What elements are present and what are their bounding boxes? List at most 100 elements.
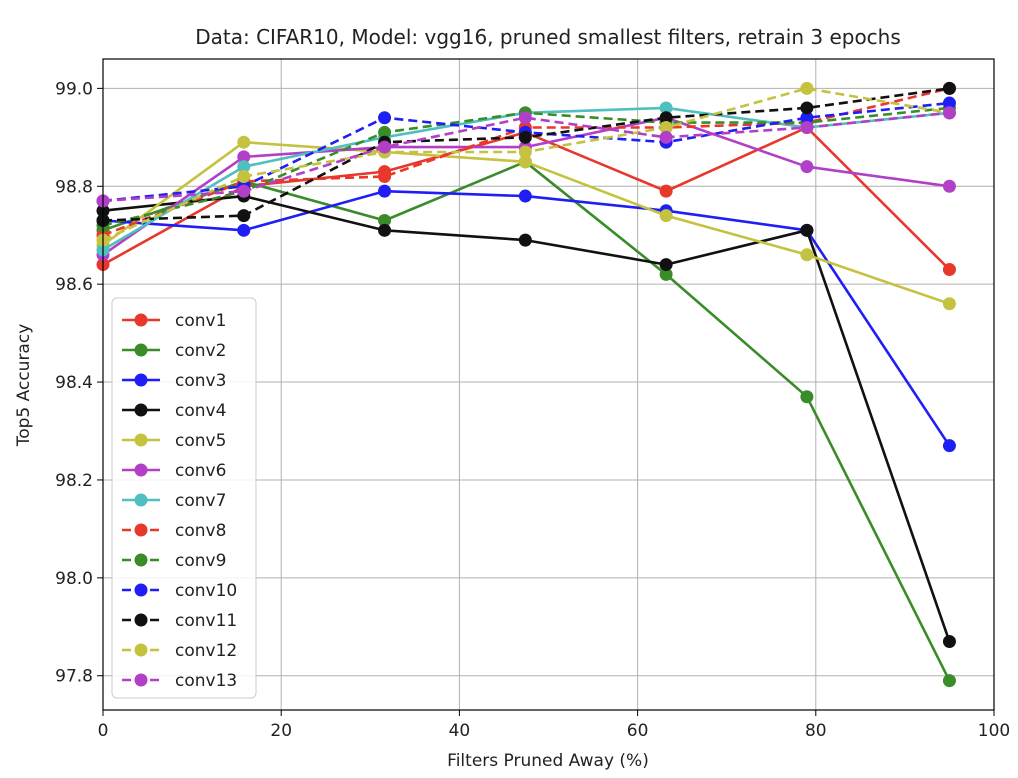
series-layer: [96, 81, 956, 688]
data-point-conv11: [800, 101, 814, 115]
data-point-conv13: [378, 140, 392, 154]
data-point-conv13: [942, 106, 956, 120]
data-point-conv13: [237, 184, 251, 198]
data-point-conv5: [518, 155, 532, 169]
data-point-conv4: [800, 223, 814, 237]
legend-label: conv6: [175, 461, 226, 481]
legend-item-conv13: conv13: [122, 671, 237, 691]
x-tick-label: 80: [805, 721, 827, 741]
x-tick-label: 100: [978, 721, 1010, 741]
legend-item-conv10: conv10: [122, 581, 237, 601]
legend-item-conv9: conv9: [122, 551, 226, 571]
data-point-conv4: [942, 634, 956, 648]
data-point-conv13: [659, 130, 673, 144]
legend-marker: [134, 613, 148, 627]
legend-marker: [134, 553, 148, 567]
x-tick-label: 40: [449, 721, 471, 741]
legend-marker: [134, 403, 148, 417]
data-point-conv2: [378, 214, 392, 228]
y-tick-label: 98.0: [55, 569, 93, 589]
legend-marker: [134, 523, 148, 537]
x-tick-label: 0: [98, 721, 109, 741]
data-point-conv5: [800, 248, 814, 262]
data-point-conv7: [237, 160, 251, 174]
legend-marker: [134, 343, 148, 357]
x-tick-label: 60: [627, 721, 649, 741]
legend-item-conv5: conv5: [122, 431, 226, 451]
data-point-conv3: [942, 439, 956, 453]
data-point-conv5: [659, 209, 673, 223]
legend-marker: [134, 643, 148, 657]
y-tick-label: 97.8: [55, 667, 93, 687]
data-point-conv12: [237, 169, 251, 183]
legend-label: conv12: [175, 641, 237, 661]
data-point-conv12: [518, 145, 532, 159]
data-point-conv12: [659, 121, 673, 135]
legend-item-conv6: conv6: [122, 461, 226, 481]
legend-label: conv4: [175, 401, 226, 421]
data-point-conv6: [237, 150, 251, 164]
legend-label: conv9: [175, 551, 226, 571]
data-point-conv11: [659, 111, 673, 125]
data-point-conv1: [659, 184, 673, 198]
y-tick-label: 98.6: [55, 275, 93, 295]
data-point-conv11: [237, 209, 251, 223]
y-tick-label: 98.8: [55, 177, 93, 197]
legend-item-conv8: conv8: [122, 521, 226, 541]
data-point-conv2: [800, 390, 814, 404]
data-point-conv6: [800, 160, 814, 174]
x-axis-ticks: 0 20 40 60 80 100: [98, 710, 1010, 741]
x-tick-label: 20: [270, 721, 292, 741]
legend-marker: [134, 313, 148, 327]
data-point-conv9: [378, 125, 392, 139]
legend: conv1 conv2 conv3 conv4 conv5 conv6 conv7 conv8…: [111, 297, 257, 699]
x-axis-title: Filters Pruned Away (%): [447, 751, 649, 771]
legend-item-conv1: conv1: [122, 311, 226, 331]
data-point-conv6: [942, 179, 956, 193]
data-point-conv2: [659, 267, 673, 281]
legend-label: conv5: [175, 431, 226, 451]
legend-marker: [134, 583, 148, 597]
legend-marker: [134, 463, 148, 477]
legend-label: conv3: [175, 371, 226, 391]
legend-item-conv7: conv7: [122, 491, 226, 511]
legend-marker: [134, 433, 148, 447]
legend-item-conv4: conv4: [122, 401, 226, 421]
data-point-conv4: [518, 233, 532, 247]
data-point-conv2: [942, 674, 956, 688]
data-point-conv5: [237, 135, 251, 149]
legend-label: conv8: [175, 521, 226, 541]
data-point-conv8: [378, 169, 392, 183]
y-tick-label: 98.2: [55, 471, 93, 491]
data-point-conv3: [237, 223, 251, 237]
legend-label: conv10: [175, 581, 237, 601]
data-point-conv3: [518, 189, 532, 203]
legend-marker: [134, 673, 148, 687]
data-point-conv13: [800, 121, 814, 135]
data-point-conv1: [942, 262, 956, 276]
series-conv11: [96, 81, 956, 228]
legend-label: conv1: [175, 311, 226, 331]
legend-box: [111, 297, 257, 699]
data-point-conv10: [378, 111, 392, 125]
legend-item-conv3: conv3: [122, 371, 226, 391]
chart-title: Data: CIFAR10, Model: vgg16, pruned smal…: [195, 25, 901, 49]
data-point-conv12: [800, 81, 814, 95]
data-point-conv3: [378, 184, 392, 198]
legend-item-conv12: conv12: [122, 641, 237, 661]
data-point-conv11: [518, 130, 532, 144]
data-point-conv11: [942, 81, 956, 95]
y-tick-label: 98.4: [55, 373, 93, 393]
data-point-conv5: [942, 297, 956, 311]
legend-label: conv13: [175, 671, 237, 691]
y-tick-label: 99.0: [55, 79, 93, 99]
legend-item-conv2: conv2: [122, 341, 226, 361]
y-axis-ticks: 97.8 98.0 98.2 98.4 98.6 98.8 99.0: [55, 79, 103, 687]
legend-marker: [134, 373, 148, 387]
legend-marker: [134, 493, 148, 507]
data-point-conv4: [659, 258, 673, 272]
data-point-conv7: [659, 101, 673, 115]
legend-label: conv2: [175, 341, 226, 361]
legend-item-conv11: conv11: [122, 611, 237, 631]
